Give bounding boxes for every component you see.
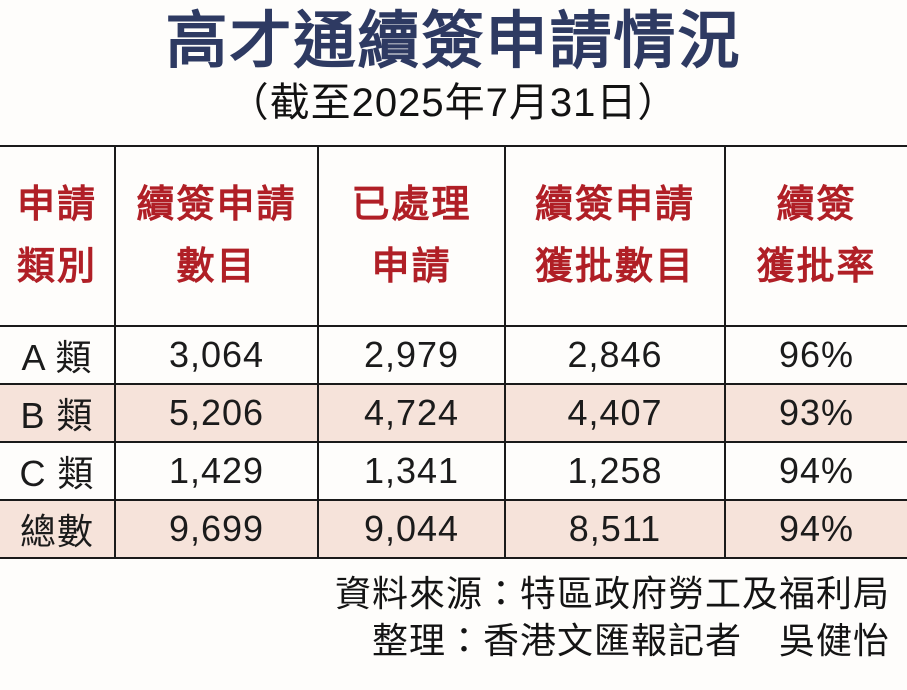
cell-approval-rate: 94%	[724, 499, 907, 560]
cell-approval-rate: 96%	[724, 325, 907, 386]
row-category: A 類	[0, 325, 116, 386]
page-title: 高才通續簽申請情況	[165, 7, 742, 76]
header-processed-applications: 已處理 申請	[317, 145, 506, 328]
cell-applications: 5,206	[114, 383, 319, 444]
header-row: 申請 類別 續簽申請 數目 已處理 申請 續簽申請 獲批數目 續簽 獲批率	[0, 145, 907, 328]
infographic: 高才通續簽申請情況 （截至2025年7月31日） 申請 類別 續簽申請 數目 已…	[0, 6, 907, 690]
header-renewal-applications: 續簽申請 數目	[114, 145, 319, 328]
header-approval-rate: 續簽 獲批率	[724, 145, 907, 328]
header-application-category: 申請 類別	[0, 145, 116, 328]
cell-approved: 4,407	[504, 383, 726, 444]
cell-approved: 2,846	[504, 325, 726, 386]
header-line: 類別	[16, 246, 97, 289]
row-category: C 類	[0, 441, 116, 502]
page-subtitle: （截至2025年7月31日）	[228, 81, 679, 126]
cell-applications: 9,699	[114, 499, 319, 560]
row-category: B 類	[0, 383, 116, 444]
cell-approved: 1,258	[504, 441, 726, 502]
header-line: 獲批率	[756, 246, 877, 289]
header-line: 獲批數目	[534, 246, 695, 289]
cell-approval-rate: 94%	[724, 441, 907, 502]
statistics-table: 申請 類別 續簽申請 數目 已處理 申請 續簽申請 獲批數目 續簽 獲批率	[0, 145, 907, 560]
cell-processed: 2,979	[317, 325, 506, 386]
header-line: 申請	[16, 183, 97, 226]
cell-applications: 3,064	[114, 325, 319, 386]
header-line: 續簽	[776, 183, 857, 226]
header-line: 續簽申請	[136, 183, 297, 226]
header-line: 已處理	[351, 183, 472, 226]
source-credit: 資料來源：特區政府勞工及福利局	[334, 574, 890, 615]
table-row: C 類 1,429 1,341 1,258 94%	[0, 441, 907, 502]
header-line: 申請	[371, 246, 452, 289]
header-line: 數目	[176, 246, 257, 289]
row-category: 總數	[0, 499, 116, 560]
cell-applications: 1,429	[114, 441, 319, 502]
cell-processed: 1,341	[317, 441, 506, 502]
footer: 資料來源：特區政府勞工及福利局 整理：香港文匯報記者 吳健怡	[0, 571, 907, 665]
cell-processed: 9,044	[317, 499, 506, 560]
compiler-credit: 整理：香港文匯報記者 吳健怡	[371, 621, 890, 662]
cell-processed: 4,724	[317, 383, 506, 444]
table-row: B 類 5,206 4,724 4,407 93%	[0, 383, 907, 444]
cell-approval-rate: 93%	[724, 383, 907, 444]
cell-approved: 8,511	[504, 499, 726, 560]
header-approved-applications: 續簽申請 獲批數目	[504, 145, 726, 328]
table-row: 總數 9,699 9,044 8,511 94%	[0, 499, 907, 560]
header-line: 續簽申請	[534, 183, 695, 226]
table-row: A 類 3,064 2,979 2,846 96%	[0, 325, 907, 386]
